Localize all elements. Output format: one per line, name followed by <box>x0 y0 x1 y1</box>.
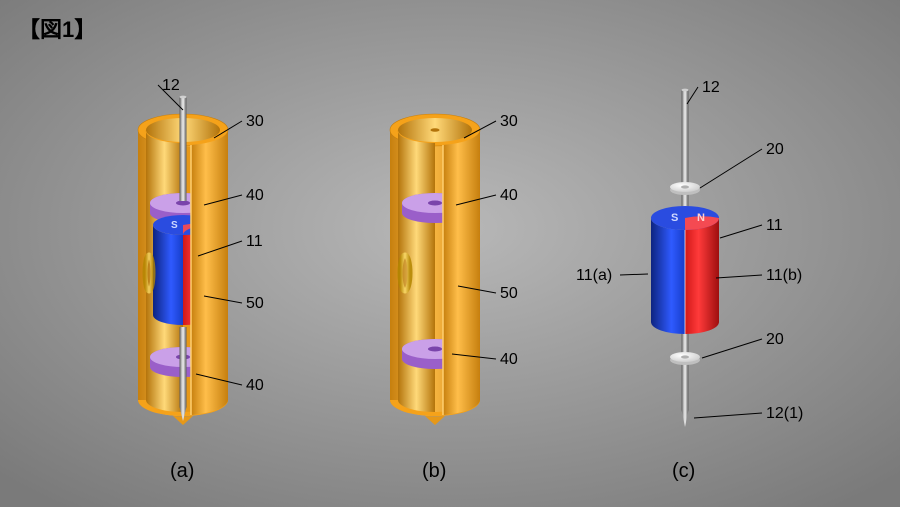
sublabel-c: (c) <box>672 460 695 483</box>
svg-text:11(b): 11(b) <box>766 267 802 284</box>
svg-text:40: 40 <box>500 351 518 368</box>
svg-text:50: 50 <box>246 295 264 312</box>
case-front-right-a <box>191 130 228 415</box>
figure-canvas: S N <box>0 0 900 507</box>
svg-text:40: 40 <box>246 377 264 394</box>
svg-text:50: 50 <box>500 285 518 302</box>
svg-text:12(1): 12(1) <box>766 405 803 422</box>
figure-title: 【図1】 <box>18 12 96 44</box>
svg-text:30: 30 <box>500 113 518 130</box>
diagram-scene: S N <box>0 0 900 507</box>
bearing-20-upper <box>670 182 700 195</box>
svg-text:S: S <box>671 212 678 224</box>
subfigure-b <box>390 114 480 425</box>
bearing-20-lower <box>670 352 700 365</box>
shaft-bottom-a <box>180 327 187 421</box>
svg-text:N: N <box>697 212 705 224</box>
svg-text:11(a): 11(a) <box>576 267 612 284</box>
svg-text:11: 11 <box>246 233 263 250</box>
svg-text:11: 11 <box>766 217 783 234</box>
svg-text:40: 40 <box>246 187 264 204</box>
svg-text:40: 40 <box>500 187 518 204</box>
sublabel-b: (b) <box>422 460 446 483</box>
svg-text:20: 20 <box>766 141 784 158</box>
svg-text:S: S <box>171 220 178 231</box>
svg-text:12: 12 <box>162 77 180 94</box>
sublabel-a: (a) <box>170 460 194 483</box>
magnet-11-c: S N <box>651 206 719 334</box>
svg-text:20: 20 <box>766 331 784 348</box>
svg-text:12: 12 <box>702 79 720 96</box>
shaft-top-a <box>180 96 187 201</box>
svg-text:30: 30 <box>246 113 264 130</box>
subfigure-a: S N <box>138 96 228 425</box>
